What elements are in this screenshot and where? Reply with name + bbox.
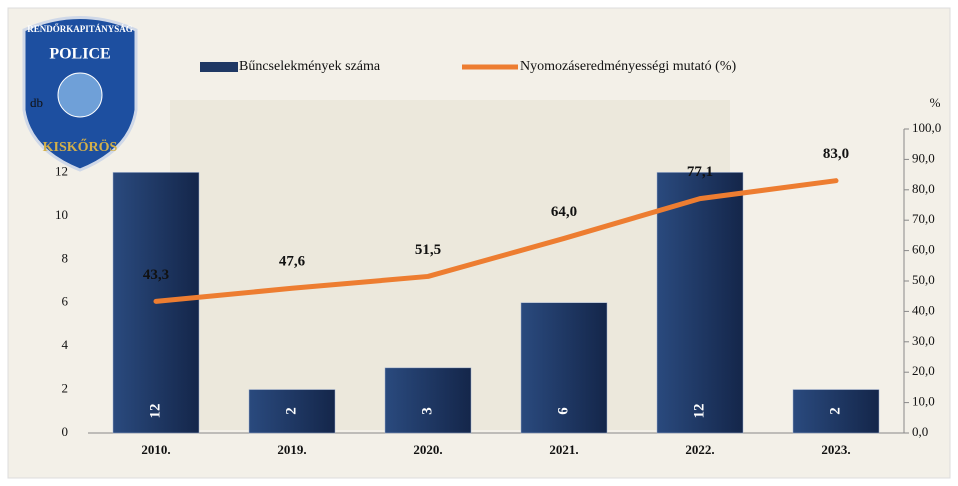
bar — [248, 389, 336, 434]
bar-value-label: 2 — [827, 407, 843, 415]
bar — [520, 302, 608, 434]
y2-tick-label: 50,0 — [912, 272, 935, 287]
y-tick-label: 6 — [62, 294, 69, 309]
x-tick-label: 2022. — [685, 442, 714, 457]
y2-tick-label: 80,0 — [912, 181, 935, 196]
bar — [792, 389, 880, 434]
y2-tick-label: 30,0 — [912, 333, 935, 348]
legend-label: Bűncselekmények száma — [239, 59, 381, 74]
legend-label: Nyomozáseredményességi mutató (%) — [520, 59, 736, 74]
bar — [656, 172, 744, 434]
x-tick-label: 2021. — [549, 442, 578, 457]
line — [153, 178, 839, 304]
y2-tick-label: 60,0 — [912, 242, 935, 257]
bar-value-label: 12 — [691, 404, 707, 419]
x-tick-label: 2023. — [821, 442, 850, 457]
y2-axis-label: % — [930, 95, 941, 110]
y2-tick-label: 10,0 — [912, 394, 935, 409]
y2-tick-label: 40,0 — [912, 302, 935, 317]
line-value-label: 83,0 — [823, 146, 849, 162]
bar-value-label: 2 — [283, 407, 299, 415]
y-tick-label: 4 — [62, 337, 69, 352]
line-value-label: 77,1 — [687, 164, 713, 180]
y-tick-label: 2 — [62, 381, 69, 396]
y-tick-label: 10 — [55, 207, 68, 222]
bar — [384, 367, 472, 434]
y2-tick-label: 100,0 — [912, 120, 941, 135]
logo: RENDŐRKAPITÁNYSÁG POLICE KISKŐRÖS — [22, 16, 138, 172]
y2-tick-label: 20,0 — [912, 363, 935, 378]
line-value-label: 64,0 — [551, 204, 577, 220]
y2-tick-label: 0,0 — [912, 424, 928, 439]
line-value-label: 43,3 — [143, 267, 169, 283]
logo-bottom: KISKŐRÖS — [43, 138, 118, 155]
logo-emblem — [57, 72, 103, 118]
x-tick-label: 2020. — [413, 442, 442, 457]
line-value-label: 47,6 — [279, 254, 306, 270]
bar-value-label: 12 — [147, 404, 163, 419]
y2-tick-label: 90,0 — [912, 150, 935, 165]
legend-swatch — [200, 62, 238, 72]
bar-value-label: 6 — [555, 407, 571, 415]
line-value-label: 51,5 — [415, 242, 441, 258]
y-tick-label: 8 — [62, 250, 69, 265]
y2-tick-label: 70,0 — [912, 211, 935, 226]
y-tick-label: 12 — [55, 163, 68, 178]
y-tick-label: 0 — [62, 424, 69, 439]
bar-value-label: 3 — [419, 407, 435, 415]
y-axis-label: db — [30, 95, 43, 110]
x-tick-label: 2019. — [277, 442, 306, 457]
x-tick-label: 2010. — [141, 442, 170, 457]
logo-middle: POLICE — [49, 46, 110, 63]
logo-top: RENDŐRKAPITÁNYSÁG — [27, 24, 133, 34]
